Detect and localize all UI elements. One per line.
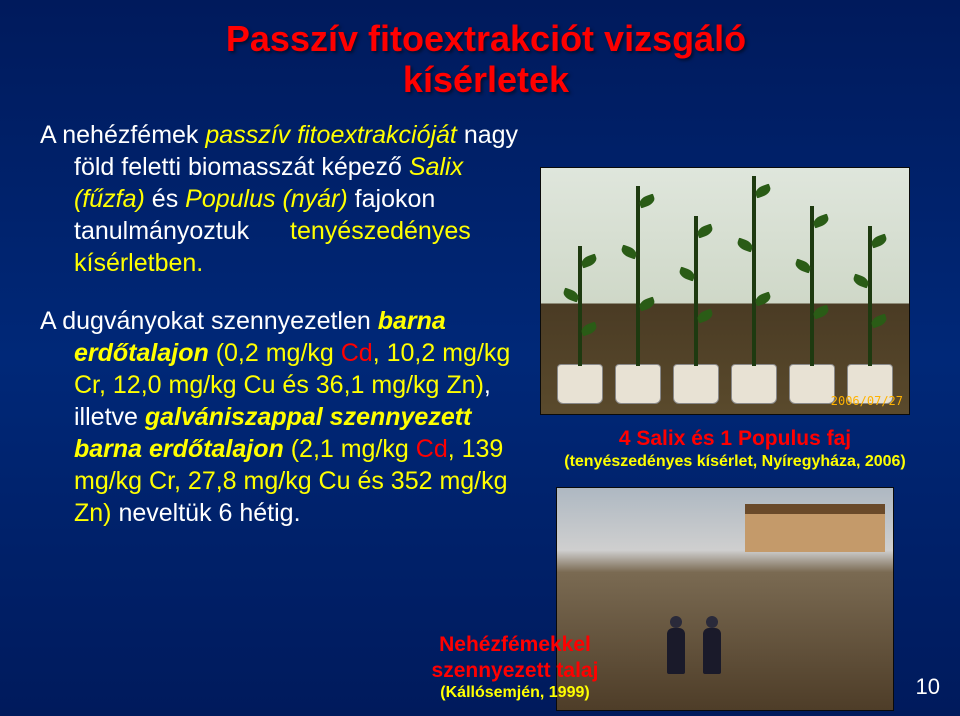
photo-timestamp: 2006/07/27 (831, 394, 903, 408)
caption1-line2: (tenyészedényes kísérlet, Nyíregyháza, 2… (538, 452, 932, 473)
caption-photo2: Nehézfémekkel szennyezett talaj (Kállóse… (390, 632, 640, 702)
title-line-2: kísérletek (40, 59, 932, 100)
slide-title: Passzív fitoextrakciót vizsgáló kísérlet… (40, 18, 932, 101)
columns: A nehézfémek passzív fitoextrakcióját na… (40, 119, 932, 711)
p2-t1: A dugványokat szennyezetlen (40, 307, 378, 335)
p1-t5: és (145, 185, 185, 213)
caption2-line1: Nehézfémekkel (390, 632, 640, 657)
slide: Passzív fitoextrakciót vizsgáló kísérlet… (0, 0, 960, 716)
p1-t6: Populus (nyár) (185, 185, 348, 213)
caption-photo1: 4 Salix és 1 Populus faj (tenyészedényes… (538, 425, 932, 473)
p2-t9: Cd (416, 435, 448, 463)
page-number: 10 (916, 674, 940, 700)
right-column: 2006/07/27 4 Salix és 1 Populus faj (ten… (538, 119, 932, 711)
p1-t1: A nehézfémek (40, 121, 205, 149)
plants-row (541, 180, 909, 414)
p2-t11: neveltük 6 hétig. (118, 499, 300, 527)
photo-greenhouse: 2006/07/27 (540, 167, 910, 415)
title-line-1: Passzív fitoextrakciót vizsgáló (40, 18, 932, 59)
p1-t2: passzív fitoextrakcióját (205, 121, 457, 149)
caption2-line3: (Kállósemjén, 1999) (390, 683, 640, 702)
left-column: A nehézfémek passzív fitoextrakcióját na… (40, 119, 520, 711)
p2-t3: (0,2 mg/kg (209, 339, 341, 367)
caption2-line2: szennyezett talaj (390, 658, 640, 683)
building (745, 504, 885, 552)
p2-t8: (2,1 mg/kg (284, 435, 416, 463)
caption1-line1: 4 Salix és 1 Populus faj (619, 427, 851, 450)
paragraph-2: A dugványokat szennyezetlen barna erdőta… (40, 305, 520, 529)
p2-t4: Cd (341, 339, 373, 367)
paragraph-1: A nehézfémek passzív fitoextrakcióját na… (40, 119, 520, 279)
